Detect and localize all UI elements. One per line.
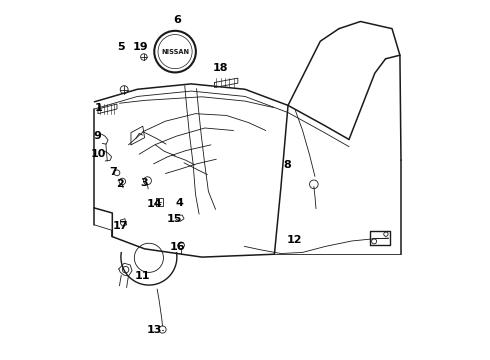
Text: 7: 7 [109, 167, 117, 177]
Text: 2: 2 [116, 179, 124, 189]
Text: 6: 6 [173, 15, 181, 26]
Text: 10: 10 [91, 149, 106, 159]
Text: 16: 16 [170, 242, 185, 252]
Text: 13: 13 [147, 325, 162, 335]
Text: 4: 4 [176, 198, 184, 208]
Text: 8: 8 [283, 159, 291, 170]
Text: 15: 15 [167, 214, 182, 224]
Text: 11: 11 [135, 271, 150, 281]
Text: NISSAN: NISSAN [161, 49, 189, 55]
Text: 17: 17 [112, 221, 128, 231]
Text: 14: 14 [147, 199, 163, 210]
Text: 18: 18 [213, 63, 228, 73]
Text: 3: 3 [140, 178, 147, 188]
Text: 1: 1 [95, 103, 103, 113]
Text: 12: 12 [287, 235, 302, 245]
Text: 5: 5 [118, 42, 125, 51]
Text: 9: 9 [93, 131, 101, 141]
Text: 19: 19 [132, 42, 148, 51]
